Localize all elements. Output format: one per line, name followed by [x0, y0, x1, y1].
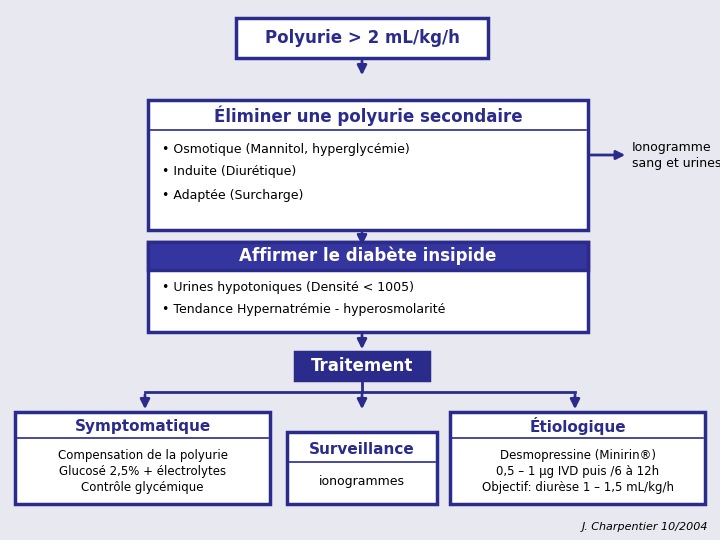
- Text: • Urines hypotoniques (Densité < 1005): • Urines hypotoniques (Densité < 1005): [162, 281, 414, 294]
- Text: Glucosé 2,5% + électrolytes: Glucosé 2,5% + électrolytes: [59, 465, 226, 478]
- FancyBboxPatch shape: [236, 18, 488, 58]
- Text: • Induite (Diurétique): • Induite (Diurétique): [162, 165, 296, 179]
- Text: Desmopressine (Minirin®): Desmopressine (Minirin®): [500, 449, 655, 462]
- Text: 0,5 – 1 μg IVD puis /6 à 12h: 0,5 – 1 μg IVD puis /6 à 12h: [496, 465, 659, 478]
- FancyBboxPatch shape: [287, 432, 437, 504]
- FancyBboxPatch shape: [295, 352, 429, 380]
- Text: Ionogramme: Ionogramme: [632, 140, 711, 153]
- FancyBboxPatch shape: [15, 412, 270, 504]
- Text: Surveillance: Surveillance: [309, 442, 415, 457]
- Text: Éliminer une polyurie secondaire: Éliminer une polyurie secondaire: [214, 106, 522, 126]
- Text: Polyurie > 2 mL/kg/h: Polyurie > 2 mL/kg/h: [264, 29, 459, 47]
- Text: Compensation de la polyurie: Compensation de la polyurie: [58, 449, 228, 462]
- Text: Affirmer le diabète insipide: Affirmer le diabète insipide: [239, 247, 497, 265]
- Text: Étiologique: Étiologique: [529, 417, 626, 435]
- Text: Contrôle glycémique: Contrôle glycémique: [81, 482, 204, 495]
- Text: J. Charpentier 10/2004: J. Charpentier 10/2004: [582, 522, 708, 532]
- Text: Traitement: Traitement: [311, 357, 413, 375]
- Text: Objectif: diurèse 1 – 1,5 mL/kg/h: Objectif: diurèse 1 – 1,5 mL/kg/h: [482, 482, 673, 495]
- Text: sang et urines: sang et urines: [632, 157, 720, 170]
- FancyBboxPatch shape: [148, 242, 588, 270]
- FancyBboxPatch shape: [148, 100, 588, 230]
- Text: ionogrammes: ionogrammes: [319, 476, 405, 489]
- Text: • Tendance Hypernatrémie - hyperosmolarité: • Tendance Hypernatrémie - hyperosmolari…: [162, 302, 446, 315]
- FancyBboxPatch shape: [450, 412, 705, 504]
- Text: • Osmotique (Mannitol, hyperglycémie): • Osmotique (Mannitol, hyperglycémie): [162, 144, 410, 157]
- FancyBboxPatch shape: [148, 242, 588, 332]
- Text: • Adaptée (Surcharge): • Adaptée (Surcharge): [162, 190, 303, 202]
- Text: Symptomatique: Symptomatique: [74, 418, 211, 434]
